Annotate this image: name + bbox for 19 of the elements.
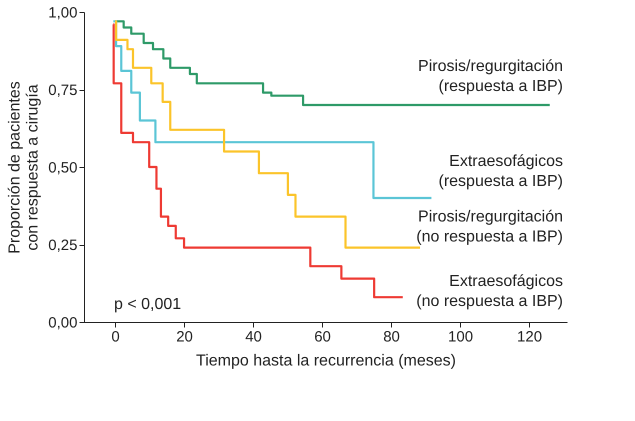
x-tick-label: 80 <box>383 328 400 346</box>
series-label: Extraesofágicos (respuesta a IBP) <box>438 153 563 190</box>
x-tick-label: 100 <box>448 328 474 346</box>
y-tick-label: 0,25 <box>48 237 78 254</box>
y-tick-label: 0,50 <box>48 160 78 176</box>
x-tick-label: 60 <box>314 328 331 346</box>
y-tick-label: 1,00 <box>48 4 78 22</box>
series-label: Extraesofágicos (no respuesta a IBP) <box>416 273 563 310</box>
series-label: Pirosis/regurgitación (no respuesta a IBP) <box>416 208 563 246</box>
x-tick-label: 20 <box>176 328 193 346</box>
x-tick-label: 0 <box>111 328 120 346</box>
series-label: Pirosis/regurgitación (respuesta a IBP) <box>418 58 563 95</box>
x-tick-label: 40 <box>245 328 262 346</box>
y-tick-label: 0,75 <box>48 82 78 99</box>
x-tick-label: 120 <box>517 328 542 346</box>
y-tick-label: 0,00 <box>48 314 78 332</box>
y-axis-title: Proporción de pacientes con respuesta a cirugía <box>6 81 42 254</box>
annotation: p < 0,001 <box>114 296 182 313</box>
x-axis-title: Tiempo hasta la recurrencia (meses) <box>196 352 456 370</box>
